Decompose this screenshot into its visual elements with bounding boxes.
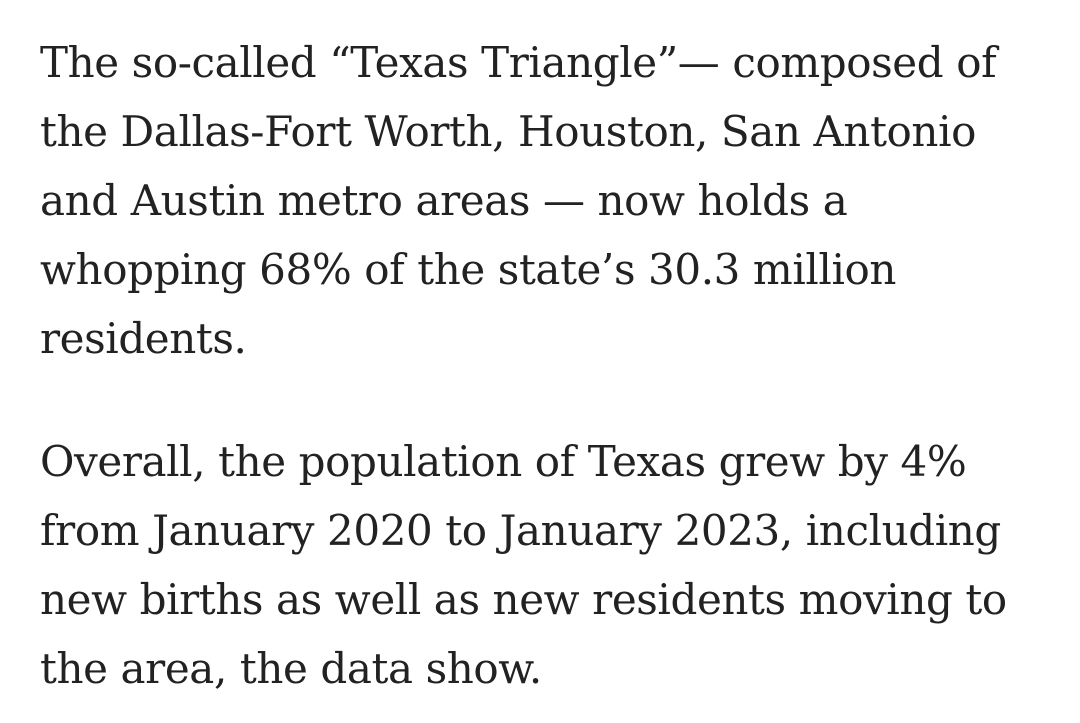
paragraph-line: Overall, the population of Texas grew by… <box>40 437 967 486</box>
paragraph-texas-triangle: The so-called “Texas Triangle”— composed… <box>40 28 1050 373</box>
paragraph-line: The so-called “Texas Triangle”— composed… <box>40 38 997 87</box>
paragraph-line: from January 2020 to January 2023, inclu… <box>40 506 1001 555</box>
paragraph-line: whopping 68% of the state’s 30.3 million <box>40 245 897 294</box>
paragraph-line: and Austin metro areas — now holds a <box>40 176 848 225</box>
paragraph-line: the area, the data show. <box>40 644 542 693</box>
paragraph-line: new births as well as new residents movi… <box>40 575 1007 624</box>
paragraph-population-growth: Overall, the population of Texas grew by… <box>40 427 1050 703</box>
paragraph-line: the Dallas-Fort Worth, Houston, San Anto… <box>40 107 977 156</box>
paragraph-line: residents. <box>40 314 247 363</box>
